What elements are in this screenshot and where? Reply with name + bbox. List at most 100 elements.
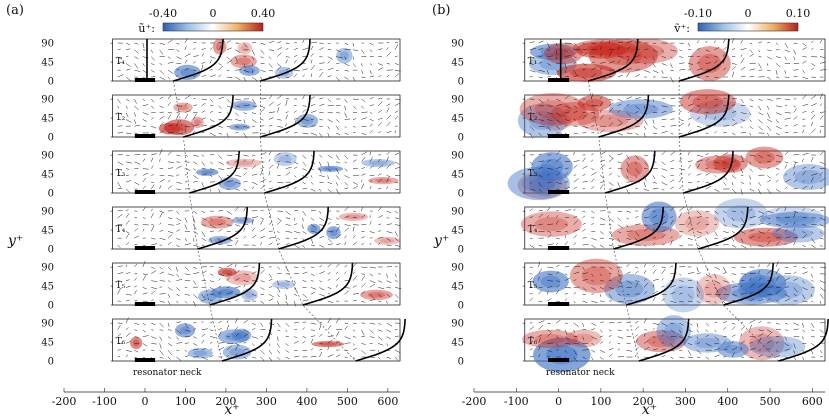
velocity-vector bbox=[652, 181, 657, 184]
colorbar-tick-label: 0.10 bbox=[786, 7, 811, 20]
velocity-vector bbox=[564, 350, 567, 354]
velocity-vector bbox=[260, 119, 264, 121]
velocity-vector bbox=[652, 175, 656, 179]
velocity-vector bbox=[775, 268, 780, 274]
velocity-vector bbox=[159, 271, 165, 275]
velocity-vector bbox=[635, 97, 641, 100]
velocity-vector bbox=[670, 322, 674, 325]
y-tick-label: 90 bbox=[451, 263, 464, 274]
velocity-vector bbox=[802, 294, 806, 300]
velocity-vector bbox=[310, 335, 316, 337]
velocity-vector bbox=[714, 280, 721, 284]
velocity-vector bbox=[285, 349, 290, 353]
velocity-vector bbox=[784, 228, 788, 232]
velocity-vector bbox=[740, 238, 744, 243]
velocity-vector bbox=[209, 238, 213, 243]
velocity-vector bbox=[151, 270, 157, 275]
velocity-vector bbox=[643, 224, 648, 227]
velocity-vector bbox=[243, 112, 247, 114]
velocity-vector bbox=[394, 217, 399, 219]
velocity-vector bbox=[251, 293, 257, 297]
velocity-vector bbox=[277, 287, 281, 293]
velocity-vector bbox=[775, 349, 779, 353]
velocity-vector bbox=[802, 152, 809, 156]
velocity-vector bbox=[277, 125, 283, 128]
velocity-vector bbox=[209, 348, 213, 351]
panel-a: (a)ũ⁺:-0.40 0 0.4004590T₁04590T₂04590T₃045… bbox=[6, 3, 406, 418]
velocity-vector bbox=[740, 112, 747, 115]
velocity-vector bbox=[714, 336, 720, 341]
velocity-vector bbox=[696, 163, 700, 169]
velocity-vector bbox=[696, 322, 699, 328]
contour-lobe bbox=[577, 95, 612, 112]
velocity-vector bbox=[767, 240, 771, 246]
velocity-vector bbox=[369, 221, 372, 225]
resonator-neck-label: resonator neck bbox=[133, 368, 202, 378]
velocity-vector bbox=[394, 244, 401, 247]
velocity-vector bbox=[352, 262, 357, 268]
velocity-vector bbox=[679, 172, 683, 176]
velocity-vector bbox=[670, 219, 674, 225]
velocity-vector bbox=[687, 94, 692, 100]
velocity-vector bbox=[679, 168, 686, 171]
velocity-vector bbox=[723, 280, 729, 283]
velocity-vector bbox=[635, 282, 639, 288]
velocity-vector bbox=[547, 273, 553, 276]
phase-label: T₃ bbox=[116, 169, 126, 179]
velocity-vector bbox=[327, 60, 331, 64]
velocity-vector bbox=[608, 122, 614, 127]
contour-lobe bbox=[174, 323, 196, 338]
velocity-vector bbox=[176, 273, 180, 278]
velocity-vector bbox=[599, 175, 605, 179]
velocity-vector bbox=[529, 292, 533, 295]
velocity-vector bbox=[394, 181, 399, 184]
y-tick-label: 0 bbox=[48, 357, 54, 368]
velocity-vector bbox=[243, 235, 246, 239]
velocity-vector bbox=[260, 266, 265, 269]
y-tick-label: 0 bbox=[458, 357, 464, 368]
contour-lobe-core bbox=[170, 122, 188, 132]
velocity-vector bbox=[378, 237, 384, 239]
velocity-vector bbox=[670, 110, 676, 113]
contour-lobe-core bbox=[540, 158, 564, 175]
velocity-vector bbox=[251, 271, 257, 275]
velocity-vector bbox=[193, 266, 197, 269]
contour-lobe bbox=[679, 89, 736, 115]
velocity-vector bbox=[159, 286, 163, 288]
velocity-vector bbox=[302, 181, 306, 185]
velocity-vector bbox=[176, 68, 180, 71]
velocity-vector bbox=[252, 105, 257, 108]
velocity-vector bbox=[538, 112, 542, 117]
velocity-vector bbox=[386, 177, 389, 183]
velocity-vector bbox=[235, 206, 239, 212]
velocity-vector bbox=[210, 181, 216, 183]
velocity-vector bbox=[775, 56, 781, 58]
velocity-vector bbox=[134, 161, 141, 165]
velocity-vector bbox=[784, 223, 789, 225]
velocity-vector bbox=[277, 300, 280, 305]
contour-lobe-core bbox=[236, 331, 247, 339]
velocity-vector bbox=[811, 63, 816, 67]
velocity-vector bbox=[784, 161, 789, 164]
velocity-vector bbox=[617, 103, 622, 107]
velocity-vector bbox=[167, 124, 173, 127]
velocity-vector bbox=[547, 42, 550, 48]
velocity-vector bbox=[167, 350, 173, 356]
velocity-vector bbox=[176, 42, 180, 45]
velocity-vector bbox=[327, 339, 333, 344]
velocity-vector bbox=[226, 47, 232, 51]
velocity-vector bbox=[159, 293, 166, 295]
y-tick-label: 45 bbox=[451, 226, 464, 237]
velocity-vector bbox=[696, 272, 702, 275]
velocity-vector bbox=[758, 270, 760, 274]
velocity-vector bbox=[218, 299, 223, 302]
velocity-vector bbox=[251, 234, 257, 239]
velocity-vector bbox=[327, 175, 329, 180]
velocity-vector bbox=[635, 168, 640, 174]
velocity-vector bbox=[582, 322, 584, 327]
velocity-vector bbox=[670, 228, 672, 232]
velocity-vector bbox=[226, 244, 233, 247]
velocity-vector bbox=[125, 220, 130, 225]
velocity-vector bbox=[714, 217, 717, 221]
velocity-vector bbox=[369, 283, 375, 288]
